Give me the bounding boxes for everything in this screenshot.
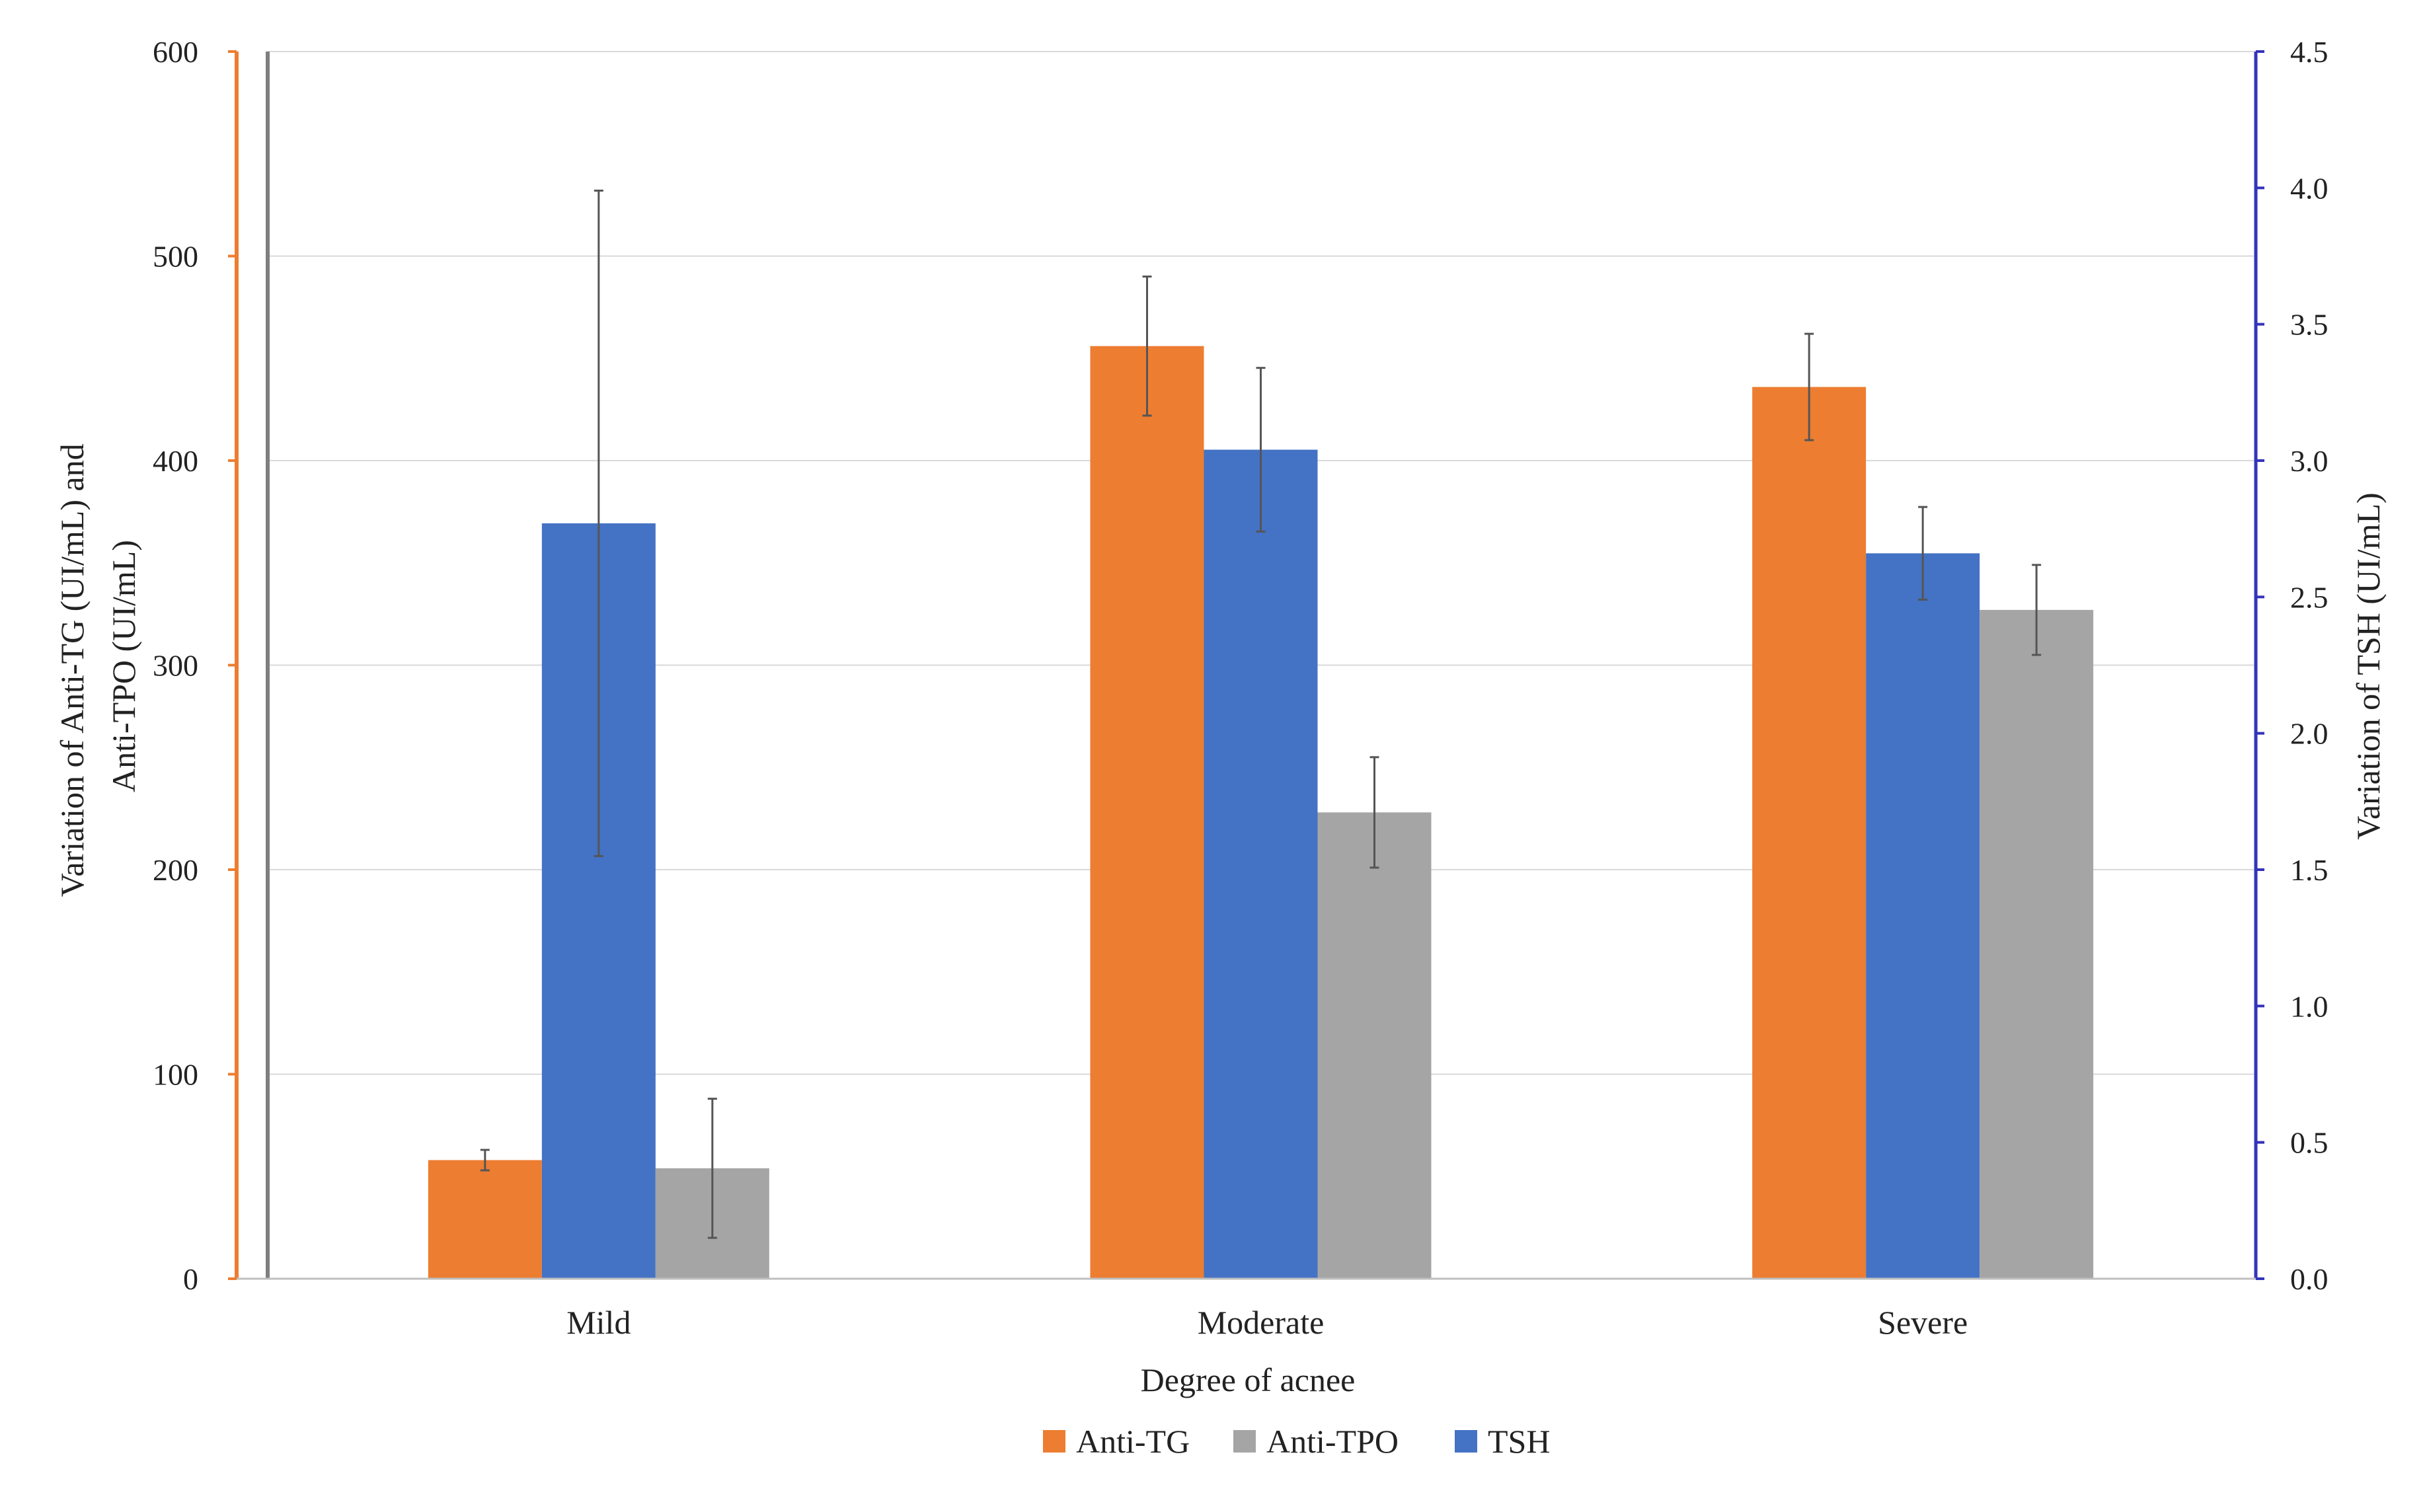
- right-tick-label: 3.0: [2290, 444, 2329, 478]
- left-tick-label: 200: [153, 853, 198, 887]
- left-tick-label: 300: [153, 649, 198, 683]
- right-axis-title: Variation of TSH (UI/mL): [2350, 492, 2387, 839]
- right-tick-label: 1.0: [2290, 989, 2329, 1023]
- error-bars: [480, 189, 2042, 1239]
- right-tick-label: 0.5: [2290, 1126, 2329, 1160]
- right-axis-ticks: 0.0 0.5 1.0 1.5 2.0 2.5 3.0 3.5 4.0 4.5: [2256, 35, 2329, 1296]
- legend-label-anti-tg: Anti-TG: [1076, 1423, 1190, 1460]
- bar-anti-tg-moderate: [1090, 346, 1204, 1279]
- category-label-moderate: Moderate: [1198, 1304, 1325, 1341]
- right-tick-label: 4.0: [2290, 171, 2329, 205]
- left-tick-label: 0: [183, 1262, 198, 1296]
- right-tick-label: 0.0: [2290, 1262, 2329, 1296]
- bar-tsh-moderate: [1204, 449, 1318, 1279]
- legend: Anti-TG Anti-TPO TSH: [1043, 1423, 1550, 1460]
- left-tick-label: 100: [153, 1058, 198, 1092]
- left-tick-label: 400: [153, 444, 198, 478]
- bar-anti-tpo-moderate: [1317, 812, 1432, 1279]
- left-axis-title-line-1: Variation of Anti-TG (UI/mL) and: [54, 443, 91, 897]
- left-axis-ticks: 0 100 200 300 400 500 600: [153, 35, 237, 1296]
- legend-label-tsh: TSH: [1488, 1423, 1550, 1460]
- category-labels: Mild Moderate Severe: [566, 1304, 1968, 1341]
- left-axis-title: Variation of Anti-TG (UI/mL) and Anti-TP…: [54, 435, 142, 897]
- left-axis-title-line-2: Anti-TPO (UI/mL): [105, 540, 142, 792]
- left-tick-label: 600: [153, 35, 198, 69]
- bar-anti-tg-mild: [428, 1160, 542, 1279]
- bar-tsh-severe: [1866, 553, 1980, 1279]
- left-tick-label: 500: [153, 240, 198, 274]
- category-label-severe: Severe: [1878, 1304, 1968, 1341]
- legend-swatch-anti-tg: [1043, 1430, 1065, 1453]
- bar-anti-tpo-severe: [1980, 609, 2094, 1279]
- right-tick-label: 2.5: [2290, 580, 2329, 614]
- bar-anti-tg-severe: [1752, 387, 1867, 1279]
- right-tick-label: 4.5: [2290, 35, 2329, 69]
- bars: [428, 346, 2094, 1279]
- legend-label-anti-tpo: Anti-TPO: [1266, 1423, 1399, 1460]
- right-tick-label: 1.5: [2290, 853, 2329, 887]
- right-tick-label: 3.5: [2290, 308, 2329, 342]
- legend-swatch-tsh: [1455, 1430, 1477, 1453]
- x-axis-title: Degree of acnee: [1141, 1361, 1356, 1398]
- legend-swatch-anti-tpo: [1233, 1430, 1256, 1453]
- right-tick-label: 2.0: [2290, 717, 2329, 751]
- category-label-mild: Mild: [566, 1304, 631, 1341]
